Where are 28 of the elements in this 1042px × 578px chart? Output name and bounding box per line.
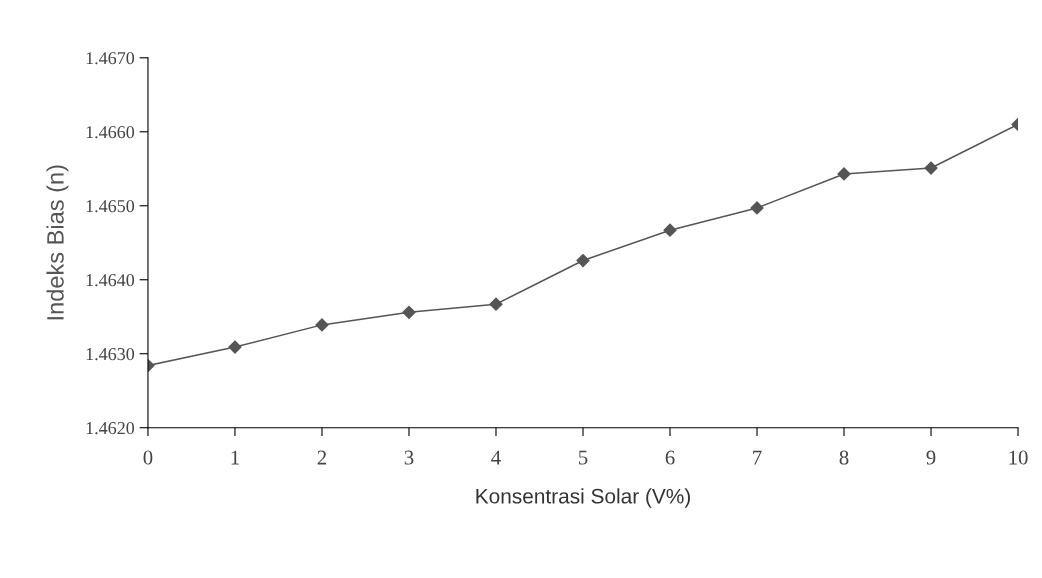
point [924,161,938,175]
x-tick-label: 7 [753,450,762,465]
point [750,201,764,215]
point [489,297,503,311]
x-tick-label: 4 [491,450,501,465]
y-tick-label: 1.4640 [86,274,135,287]
x-tick-label: 6 [665,450,675,465]
x-tick-label: 0 [143,450,153,465]
y-tick-label: 1.4630 [86,347,135,361]
y-axis-title: Indeks Bias (n) [46,165,69,320]
point [576,253,590,268]
x-tick-label: 1 [231,450,239,465]
point [228,340,242,354]
point [402,305,416,319]
y-tick-label: 1.4620 [86,421,135,435]
point [837,167,851,181]
point [315,318,329,332]
x-tick-label: 9 [926,450,936,465]
x-tick-label: 10 [1009,450,1028,465]
x-tick-label: 2 [317,450,327,465]
point [663,223,677,237]
x-tick-label: 8 [839,450,849,465]
y-tick-label: 1.4660 [86,126,135,139]
x-tick-label: 3 [404,450,414,465]
x-axis-title: Konsentrasi Solar (V%) [476,488,690,508]
x-tick-label: 5 [579,450,588,465]
y-tick-label: 1.4650 [86,200,135,213]
y-tick-label: 1.4670 [86,52,135,65]
